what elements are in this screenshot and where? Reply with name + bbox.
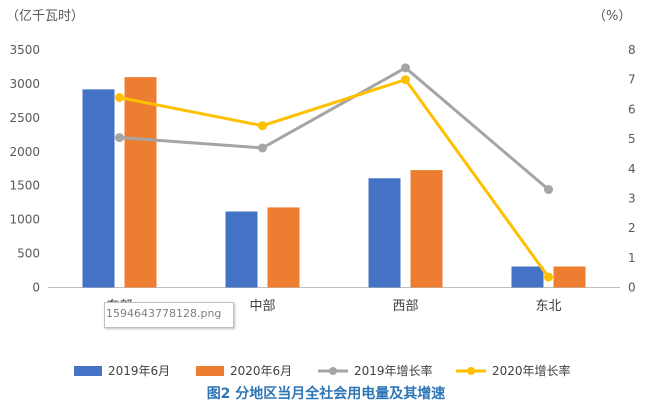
line-point (258, 143, 267, 153)
series-line (119, 66, 550, 191)
category-label: 东北 (535, 299, 561, 314)
legend: 2019年6月 2020年6月 2019年增长率 2020年增长率 (74, 363, 571, 378)
right-tick-label: 1 (628, 251, 636, 265)
filename-tooltip (104, 302, 234, 328)
bar (553, 266, 586, 288)
right-tick-label: 0 (628, 281, 636, 295)
left-tick-label: 2000 (9, 145, 40, 159)
legend-swatch (196, 366, 224, 376)
legend-label: 2019年增长率 (354, 363, 433, 378)
left-tick-label: 1500 (9, 179, 40, 193)
line-point (115, 93, 124, 102)
legend-marker (329, 367, 337, 375)
line-point (258, 121, 267, 131)
left-axis-unit: （亿千瓦时） (6, 9, 84, 24)
line-point (401, 75, 410, 85)
right-tick-label: 2 (628, 221, 636, 235)
left-tick-label: 0 (32, 281, 40, 295)
right-tick-label: 7 (628, 73, 636, 87)
bar (511, 266, 544, 288)
category-label: 西部 (392, 299, 418, 314)
bar (410, 170, 443, 288)
bar (124, 77, 157, 288)
bar (368, 178, 401, 288)
series-line (119, 78, 550, 278)
left-tick-label: 2500 (9, 111, 40, 125)
legend-label: 2019年6月 (108, 364, 170, 378)
filename-tooltip-text: 1594643778128.png (106, 307, 222, 320)
line-point (401, 63, 410, 73)
legend-marker (467, 367, 475, 375)
legend-label: 2020年增长率 (492, 363, 571, 378)
bar (267, 207, 300, 288)
bars (82, 77, 586, 288)
right-tick-label: 5 (628, 132, 636, 146)
right-axis-unit: （%） (593, 9, 631, 24)
lines (115, 63, 553, 282)
legend-swatch (74, 366, 102, 376)
legend-label: 2020年6月 (230, 364, 292, 378)
line-point (115, 133, 124, 143)
right-tick-label: 6 (628, 102, 636, 116)
figure-caption: 图2 分地区当月全社会用电量及其增速 (207, 385, 446, 402)
left-tick-label: 1000 (9, 213, 40, 227)
bar (82, 89, 115, 288)
bar (225, 211, 258, 288)
category-label: 中部 (249, 299, 275, 314)
left-axis-ticks: 0 500 1000 1500 2000 2500 3000 3500 (9, 43, 40, 295)
right-tick-label: 3 (628, 191, 636, 205)
left-tick-label: 500 (17, 247, 40, 261)
line-point (544, 272, 553, 282)
right-tick-label: 8 (628, 43, 636, 57)
line-point (544, 185, 553, 195)
left-tick-label: 3500 (9, 43, 40, 57)
right-axis-ticks: 0 1 2 3 4 5 6 7 8 (628, 43, 636, 295)
right-tick-label: 4 (628, 162, 636, 176)
left-tick-label: 3000 (9, 77, 40, 91)
